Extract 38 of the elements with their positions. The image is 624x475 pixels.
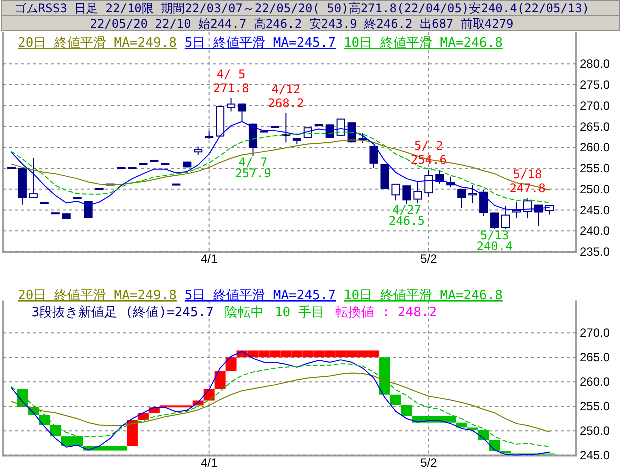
y-tick-label: 245.0 [580, 448, 610, 463]
y-tick-label: 255.0 [580, 162, 610, 176]
text: 5日 終値平滑 MA=245.7 [184, 36, 336, 51]
x-tick-label: 4/1 [200, 456, 218, 470]
y-tick-label: 275.0 [580, 78, 610, 92]
y-tick-label: 260.0 [580, 375, 610, 390]
annotation: 10 手目 [274, 306, 324, 320]
x-tick-label: 5/2 [420, 252, 438, 266]
y-tick-label: 235.0 [580, 245, 610, 259]
y-tick-label: 270.0 [580, 98, 610, 113]
x-tick-label: 4/1 [200, 252, 218, 266]
annotation: 転換値 : 248.2 [335, 306, 438, 320]
text: 20日 終値平滑 MA=249.8 [18, 36, 177, 51]
y-tick-label: 255.0 [580, 400, 610, 414]
annotation: 5/18 247.8 [510, 168, 546, 196]
annotation: 4/ 7 257.9 [235, 155, 272, 180]
annotation: 5/13 240.4 [476, 228, 513, 254]
annotation: 陰転中 [224, 306, 264, 320]
y-tick-label: 250.0 [580, 182, 610, 196]
y-tick-label: 265.0 [580, 350, 610, 365]
y-tick-label: 280.0 [580, 57, 610, 72]
y-tick-label: 250.0 [580, 424, 610, 438]
annotation: 3段抜き新値足 (終値)=245.7 [32, 306, 214, 320]
chart-subtitle: 22/05/20 22/10 始244.7 高246.2 安243.9 終246.2 出687 前取4279 [90, 17, 514, 31]
text: 10日 終値平滑 MA=246.8 [344, 288, 503, 304]
y-tick-label: 265.0 [580, 120, 610, 134]
annotation: 4/12 268.2 [268, 82, 304, 110]
text: 5日 終値平滑 MA=245.7 [184, 288, 336, 304]
y-tick-label: 240.0 [580, 224, 610, 238]
chart-title: ゴムRSS3 日足 22/10限 期間22/03/07～22/05/20( 50)高271.8(22/04/05)安240.4(22/05/13) [14, 2, 590, 16]
annotation: 4/27 246.5 [388, 202, 426, 228]
annotation: 4/ 5 271.8 [213, 67, 250, 96]
y-tick-label: 270.0 [580, 326, 610, 340]
text: 10日 終値平滑 MA=246.8 [344, 36, 503, 51]
text: 20日 終値平滑 MA=249.8 [18, 288, 177, 304]
y-tick-label: 260.0 [580, 140, 610, 155]
x-tick-label: 5/2 [420, 456, 438, 470]
y-tick-label: 245.0 [580, 203, 610, 218]
